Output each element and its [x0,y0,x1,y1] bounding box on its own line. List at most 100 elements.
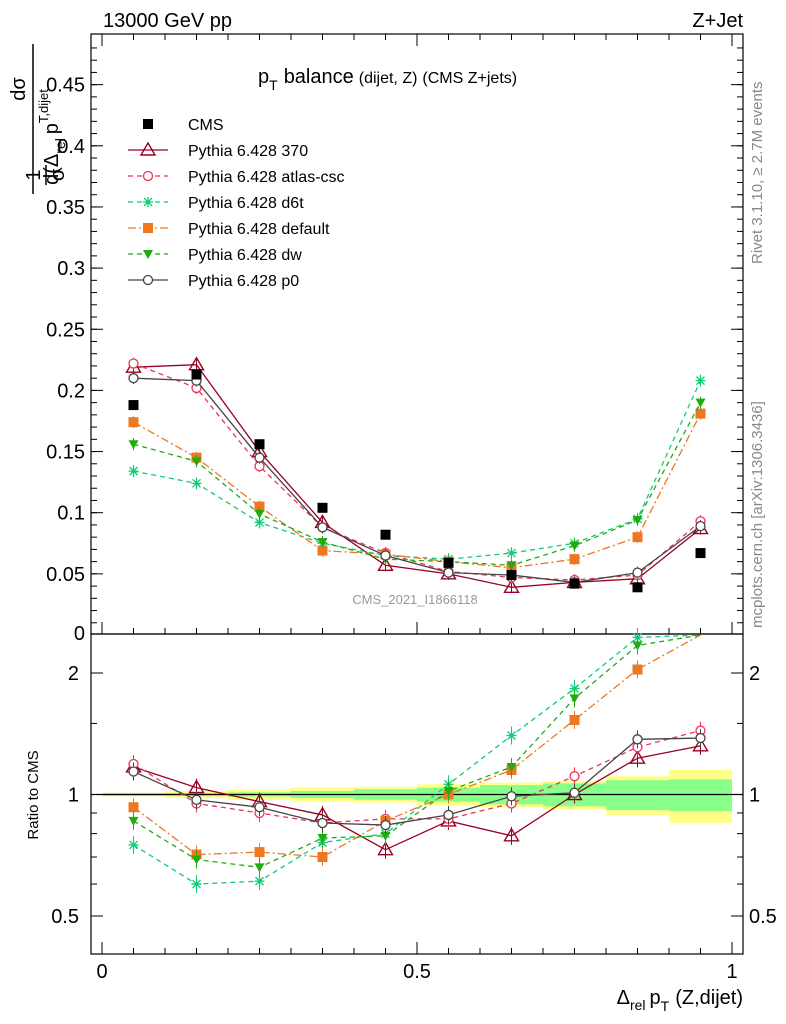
top-series-line-dw [133,402,702,566]
title-dijet-z: (dijet, Z) [359,70,418,87]
top-series-point-dw [632,516,643,526]
top-series-point-dw [128,440,139,450]
top-series-line-p0 [133,377,701,584]
ratio-series-line-p0 [133,737,701,826]
top-series-point-def [128,417,139,428]
top-series-point-d6t [695,375,706,386]
ylabel-dsigma: dσ [8,77,30,101]
ratio-y-tick-label-right: 1 [749,785,760,807]
ratio-y-tick-label-left: 2 [68,663,79,685]
legend-marker-d6t [143,197,153,207]
cms-data-point [506,570,517,581]
top-series-point-d6t [254,517,265,528]
legend-label-p0: Pythia 6.428 p0 [188,273,299,290]
top-series-point-def [254,501,265,512]
ratio-series-point-p0 [380,819,391,831]
ratio-series-line-d6t [133,634,701,885]
ratio-y-tick-label-left: 0.5 [51,906,79,928]
cms-data-point [569,578,580,589]
cms-data-point [695,548,706,559]
xlabel-rel: rel [630,997,646,1013]
top-series-point-p370 [377,556,394,571]
xlabel-t: T [661,998,670,1014]
ratio-y-tick-label-right: 0.5 [749,906,777,928]
cms-data-point [254,439,265,450]
legend-marker-def [143,223,153,233]
ratio-series-point-p0 [317,817,328,829]
top-y-zero-label: 0 [74,623,85,645]
ratio-series-point-def [128,802,139,813]
legend-label-p370: Pythia 6.428 370 [188,143,308,160]
ratio-series-point-atlas [569,771,580,782]
top-series-point-dw [317,538,328,548]
header-process: Z+Jet [692,10,743,32]
top-series-point-def [695,408,706,419]
top-series-point-p0 [254,452,265,463]
top-series-line-def [133,413,702,569]
ratio-series-point-p0 [506,791,517,802]
ylabel-rel: rel [52,138,68,154]
ratio-series-point-p0 [695,732,706,744]
top-series-line-atlas [133,362,701,581]
ratio-series-point-d6t [128,839,139,850]
ylabel-d-delta: d(Δ [41,154,63,185]
ratio-series-point-def [254,847,265,858]
top-y-tick-label: 0.45 [46,75,85,97]
ylabel-sigma: σ [47,168,69,181]
ratio-series-point-p0 [632,734,643,745]
svg-text:d(ΔrelpT,dijet: d(Δrel pT,dijet [36,89,68,185]
legend-label-cms: CMS [188,117,224,134]
top-series-point-p0 [380,550,391,561]
legend-marker-cms [143,119,153,129]
top-y-tick-label: 0.15 [46,442,85,464]
ratio-series-point-dw [443,787,454,797]
ratio-series-point-def [632,664,643,675]
ratio-series-point-dw [191,855,202,865]
ratio-series-point-p0 [569,787,580,798]
top-y-axis-derivative: dσ d(Δrel pT,dijet [8,44,68,194]
legend-label-def: Pythia 6.428 default [188,221,330,238]
top-y-tick-label: 0.2 [57,380,85,402]
ratio-series-point-p0 [128,766,139,777]
ratio-series-point-dw [380,831,391,841]
ratio-panel-series [125,628,709,894]
cms-data-point [317,502,328,513]
top-y-tick-label: 0.3 [57,258,85,280]
top-series-point-d6t [128,466,139,477]
top-series-point-def [569,554,580,565]
ratio-series-point-dw [569,694,580,704]
legend-label-d6t: Pythia 6.428 d6t [188,195,304,212]
top-series-point-dw [569,541,580,551]
ylabel-one: 1 [23,169,45,180]
cms-data-point [632,582,643,593]
axes-ticks: 0.05 0.1 0.15 0.2 0.25 0.3 0.35 0.4 0.45 0 0 0.5 1 0.… [46,34,777,983]
ratio-series-point-dw [317,834,328,844]
ratio-series-line-def [133,634,701,858]
legend-marker-dw [143,250,153,259]
cms-data-point [128,400,139,411]
ratio-series-point-dw [128,816,139,826]
xlabel-delta: Δ [617,987,630,1009]
ratio-series-point-d6t [506,730,517,741]
ratio-series-point-p370 [377,841,394,856]
ratio-series-point-p370 [692,737,709,752]
ratio-series-point-d6t [191,879,202,890]
ratio-y-tick-label-right: 2 [749,663,760,685]
ratio-series-point-d6t [254,876,265,887]
ratio-series-point-dw [506,762,517,772]
top-y-tick-label: 0.05 [46,564,85,586]
top-series-point-def [317,545,328,556]
xlabel-z-dijet: (Z,dijet) [675,987,743,1009]
title-cms-zjets: (CMS Z+jets) [422,70,517,87]
top-series-point-p0 [632,567,643,578]
top-series-point-p0 [443,567,454,578]
ratio-series-line-p370 [133,745,701,851]
cms-data-point [443,557,454,568]
analysis-watermark: CMS_2021_I1866118 [352,592,478,607]
ratio-series-point-dw [632,641,643,651]
cms-data-point [380,529,391,540]
legend: CMS Pythia 6.428 370 Pythia 6.428 atlas-cs… [128,117,345,290]
top-y-axis-label: 1 σ [23,165,69,185]
top-series-point-dw [695,398,706,408]
